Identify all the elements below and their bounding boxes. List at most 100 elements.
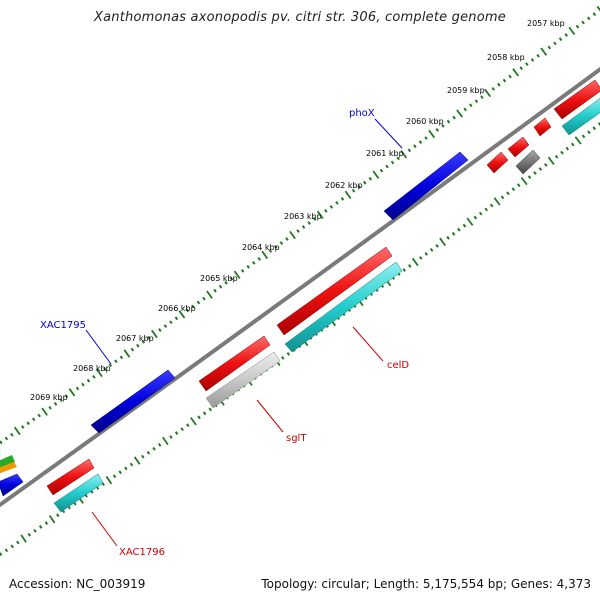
outer-ruler-minor-tick	[191, 304, 195, 309]
inner-ruler-minor-tick	[457, 227, 461, 232]
gene-ur-4[interactable]	[553, 79, 600, 120]
outer-ruler-minor-tick	[502, 78, 507, 83]
inner-ruler-minor-tick	[281, 356, 285, 360]
outer-ruler-minor-tick	[108, 363, 113, 368]
inner-ruler-minor-tick	[462, 223, 467, 228]
outer-ruler-major-tick	[456, 109, 464, 118]
outer-ruler-minor-tick	[407, 148, 412, 153]
outer-ruler-minor-tick	[158, 328, 162, 332]
outer-ruler-minor-tick	[218, 284, 223, 289]
gene-left-green[interactable]	[0, 455, 15, 469]
outer-ruler-minor-tick	[119, 355, 124, 360]
inner-ruler-minor-tick	[202, 411, 207, 416]
inner-ruler-major-tick	[190, 417, 197, 426]
inner-ruler-minor-tick	[56, 513, 60, 518]
outer-ruler-minor-tick	[558, 37, 563, 42]
leader-phoX	[374, 118, 403, 149]
outer-ruler-minor-tick	[251, 261, 256, 265]
inner-ruler-minor-tick	[4, 548, 9, 553]
inner-ruler-minor-tick	[129, 462, 134, 467]
pseudo-sglT[interactable]	[205, 351, 281, 409]
outer-ruler-minor-tick	[368, 176, 373, 181]
gene-ur-1[interactable]	[486, 151, 509, 174]
outer-ruler-minor-tick	[446, 119, 451, 124]
outer-ruler-minor-tick	[213, 288, 217, 293]
inner-ruler-minor-tick	[38, 525, 43, 529]
outer-ruler-major-tick	[178, 310, 186, 319]
cds-XAC1796[interactable]	[53, 473, 104, 513]
gene-ur-2[interactable]	[507, 136, 530, 158]
outer-ruler-minor-tick	[114, 359, 118, 364]
inner-ruler-minor-tick	[174, 431, 179, 435]
outer-ruler-minor-tick	[379, 168, 384, 173]
outer-ruler-minor-tick	[581, 20, 585, 25]
gene-sglT[interactable]	[198, 335, 271, 392]
gene-ur-3[interactable]	[533, 117, 552, 137]
outer-ruler-minor-tick	[147, 336, 151, 340]
inner-ruler-minor-tick	[533, 171, 537, 175]
inner-ruler-minor-tick	[473, 215, 478, 220]
outer-ruler-minor-tick	[0, 440, 3, 445]
outer-ruler-major-tick	[151, 329, 158, 339]
outer-tick-ruler	[0, 5, 600, 445]
gene-left-blue[interactable]	[0, 473, 24, 497]
outer-ruler-minor-tick	[274, 245, 278, 249]
outer-ruler-major-tick	[484, 88, 492, 98]
kbp-label: 2058 kbp	[487, 53, 525, 62]
kbp-label: 2067 kbp	[116, 334, 154, 343]
outer-ruler-minor-tick	[301, 225, 306, 229]
outer-ruler-minor-tick	[536, 53, 540, 58]
kbp-label: 2062 kbp	[325, 181, 363, 190]
kbp-label: 2063 kbp	[284, 212, 322, 221]
outer-ruler-minor-tick	[508, 74, 512, 79]
inner-ruler-minor-tick	[581, 134, 586, 139]
outer-ruler-major-tick	[96, 368, 103, 378]
gene-label-XAC1795[interactable]: XAC1795	[40, 320, 86, 331]
outer-ruler-major-tick	[512, 68, 520, 77]
gene-label-sglT[interactable]: sglT	[286, 433, 307, 444]
gene-phoX[interactable]	[383, 151, 469, 221]
inner-ruler-minor-tick	[407, 264, 412, 268]
gene-label-celD[interactable]: celD	[387, 360, 409, 371]
outer-ruler-minor-tick	[196, 300, 201, 305]
inner-ruler-minor-tick	[208, 407, 213, 412]
outer-ruler-minor-tick	[81, 382, 85, 387]
outer-ruler-minor-tick	[174, 316, 179, 321]
gene-ur-dark[interactable]	[515, 149, 541, 175]
outer-ruler-major-tick	[540, 47, 548, 56]
inner-ruler-minor-tick	[197, 415, 201, 420]
outer-ruler-major-tick	[261, 250, 269, 260]
gene-label-phoX[interactable]: phoX	[349, 108, 375, 119]
outer-ruler-minor-tick	[86, 378, 91, 383]
inner-ruler-major-tick	[20, 534, 27, 543]
inner-ruler-minor-tick	[16, 540, 20, 545]
inner-ruler-minor-tick	[10, 544, 14, 549]
gene-left-orange[interactable]	[0, 462, 17, 474]
inner-ruler-minor-tick	[27, 532, 32, 537]
inner-ruler-major-tick	[162, 436, 169, 446]
outer-ruler-minor-tick	[385, 164, 389, 169]
gene-XAC1796[interactable]	[46, 458, 95, 496]
outer-ruler-minor-tick	[48, 405, 52, 410]
outer-ruler-minor-tick	[424, 136, 428, 140]
kbp-label: 2066 kbp	[158, 304, 196, 313]
outer-ruler-minor-tick	[37, 413, 41, 418]
cds-ur-4[interactable]	[561, 97, 600, 136]
outer-ruler-major-tick	[13, 426, 21, 436]
inner-ruler-minor-tick	[424, 252, 428, 256]
inner-ruler-minor-tick	[33, 528, 37, 533]
gene-XAC1795[interactable]	[90, 369, 176, 434]
outer-ruler-minor-tick	[452, 115, 456, 120]
inner-ruler-minor-tick	[538, 167, 543, 171]
outer-ruler-minor-tick	[547, 45, 552, 50]
cds-celD[interactable]	[284, 261, 403, 353]
inner-ruler-minor-tick	[146, 450, 151, 455]
gene-celD[interactable]	[276, 246, 393, 336]
outer-ruler-minor-tick	[340, 197, 345, 201]
outer-ruler-minor-tick	[480, 95, 484, 99]
outer-ruler-minor-tick	[26, 421, 30, 426]
gene-label-XAC1796[interactable]: XAC1796	[119, 547, 165, 558]
inner-ruler-major-tick	[574, 136, 582, 145]
inner-ruler-minor-tick	[112, 474, 117, 479]
outer-ruler-minor-tick	[307, 221, 311, 225]
